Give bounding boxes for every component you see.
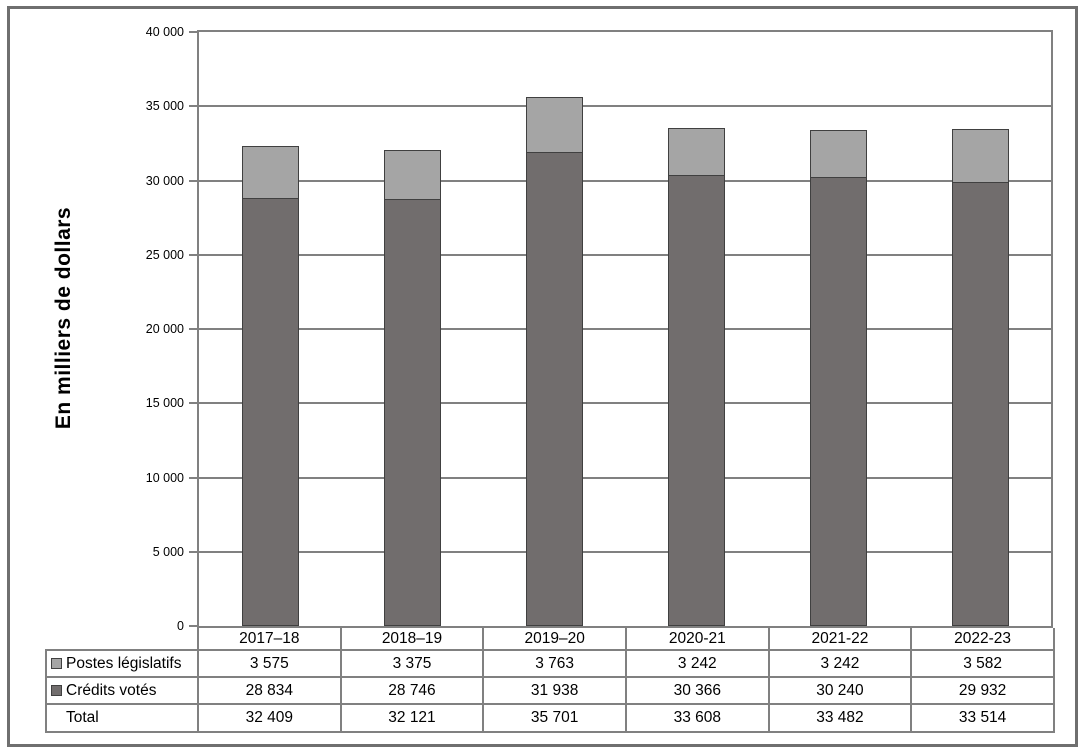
y-tick-label-25000: 25 000: [114, 247, 184, 263]
bar-postes-legislatifs-2017–18: [242, 146, 299, 199]
bar-postes-legislatifs-2021-22: [810, 130, 867, 178]
value-cell-2021-22: 33 482: [769, 704, 912, 732]
y-tick-10000: [189, 477, 197, 479]
value-cell-2021-22: 30 240: [769, 677, 912, 704]
y-tick-0: [189, 625, 197, 627]
y-tick-label-5000: 5 000: [114, 544, 184, 560]
value-cell-2022-23: 29 932: [911, 677, 1054, 704]
gridline-5000: [199, 551, 1051, 553]
y-axis-title: En milliers de dollars: [52, 207, 76, 429]
value-cell-2017–18: 28 834: [198, 677, 341, 704]
gridline-35000: [199, 105, 1051, 107]
year-cell-2017–18: 2017–18: [198, 628, 341, 650]
value-cell-2020-21: 30 366: [626, 677, 769, 704]
y-tick-label-10000: 10 000: [114, 470, 184, 486]
chart-page: En milliers de dollars 05 00010 00015 00…: [0, 0, 1085, 754]
value-cell-2020-21: 33 608: [626, 704, 769, 732]
bar-credits-votes-2017–18: [242, 198, 299, 626]
value-cell-2019–20: 35 701: [483, 704, 626, 732]
gridline-15000: [199, 402, 1051, 404]
value-cell-2019–20: 31 938: [483, 677, 626, 704]
y-tick-35000: [189, 105, 197, 107]
table-blank-corner: [46, 628, 198, 650]
y-tick-20000: [189, 328, 197, 330]
row-header-label: Postes législatifs: [66, 655, 181, 673]
year-cell-2018–19: 2018–19: [341, 628, 484, 650]
table-row-Crédits votés: Crédits votés 28 83428 74631 93830 36630 …: [46, 677, 1054, 704]
bar-credits-votes-2022-23: [952, 182, 1009, 626]
y-tick-40000: [189, 31, 197, 33]
year-cell-2020-21: 2020-21: [626, 628, 769, 650]
gridline-20000: [199, 328, 1051, 330]
value-cell-2022-23: 33 514: [911, 704, 1054, 732]
bar-postes-legislatifs-2022-23: [952, 129, 1009, 182]
y-tick-label-15000: 15 000: [114, 395, 184, 411]
table-year-row: 2017–182018–192019–202020-212021-222022-…: [46, 628, 1054, 650]
value-cell-2018–19: 28 746: [341, 677, 484, 704]
row-header-label: Total: [66, 709, 99, 727]
row-header-Crédits votés: Crédits votés: [46, 677, 198, 704]
bar-postes-legislatifs-2019–20: [526, 97, 583, 153]
y-tick-25000: [189, 254, 197, 256]
bar-credits-votes-2020-21: [668, 175, 725, 626]
y-tick-label-40000: 40 000: [114, 24, 184, 40]
y-tick-5000: [189, 551, 197, 553]
y-tick-label-20000: 20 000: [114, 321, 184, 337]
table-row-Total: Total 32 40932 12135 70133 60833 48233 51…: [46, 704, 1054, 732]
year-cell-2021-22: 2021-22: [769, 628, 912, 650]
value-cell-2018–19: 32 121: [341, 704, 484, 732]
plot-area: [197, 30, 1053, 628]
y-tick-30000: [189, 180, 197, 182]
table-row-Postes législatifs: Postes législatifs3 5753 3753 7633 2423 …: [46, 650, 1054, 677]
gridline-25000: [199, 254, 1051, 256]
y-tick-label-30000: 30 000: [114, 173, 184, 189]
bar-credits-votes-2021-22: [810, 177, 867, 626]
row-header-total: Total: [46, 704, 198, 732]
value-cell-2021-22: 3 242: [769, 650, 912, 677]
value-cell-2019–20: 3 763: [483, 650, 626, 677]
bar-postes-legislatifs-2018–19: [384, 150, 441, 200]
value-cell-2017–18: 3 575: [198, 650, 341, 677]
bar-postes-legislatifs-2020-21: [668, 128, 725, 176]
value-cell-2018–19: 3 375: [341, 650, 484, 677]
y-tick-label-35000: 35 000: [114, 98, 184, 114]
year-cell-2019–20: 2019–20: [483, 628, 626, 650]
row-header-label: Crédits votés: [66, 682, 156, 700]
bar-credits-votes-2019–20: [526, 152, 583, 626]
data-table: 2017–182018–192019–202020-212021-222022-…: [45, 628, 1055, 733]
value-cell-2017–18: 32 409: [198, 704, 341, 732]
value-cell-2020-21: 3 242: [626, 650, 769, 677]
bar-credits-votes-2018–19: [384, 199, 441, 626]
gridline-30000: [199, 180, 1051, 182]
gridline-10000: [199, 477, 1051, 479]
legend-swatch-icon: [51, 658, 62, 669]
y-tick-15000: [189, 402, 197, 404]
row-header-Postes législatifs: Postes législatifs: [46, 650, 198, 677]
year-cell-2022-23: 2022-23: [911, 628, 1054, 650]
value-cell-2022-23: 3 582: [911, 650, 1054, 677]
legend-swatch-icon: [51, 685, 62, 696]
